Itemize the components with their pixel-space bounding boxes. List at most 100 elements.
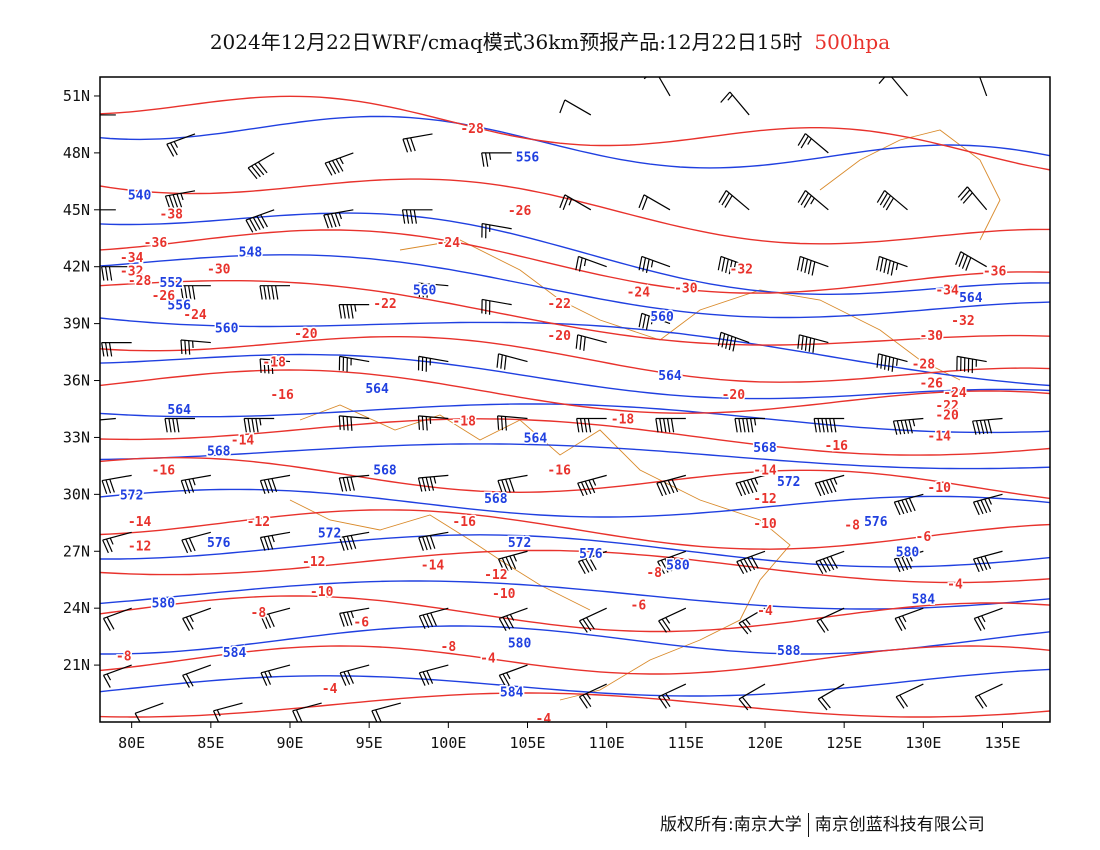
wind-barb-feather	[733, 261, 737, 269]
temperature-contour-label: -12	[128, 540, 151, 555]
wind-barb-feather	[421, 416, 424, 431]
wind-barb-feather	[501, 479, 507, 494]
wind-barb-feather	[743, 558, 752, 572]
wind-barb-staff	[979, 77, 988, 97]
wind-barb-feather	[891, 357, 895, 372]
wind-barb-staff	[102, 531, 132, 541]
wind-barb	[417, 474, 449, 492]
wind-barb-feather	[586, 693, 591, 700]
wind-barb-staff	[564, 194, 592, 211]
wind-barb-feather	[101, 342, 105, 357]
wind-barb-feather	[717, 256, 722, 271]
temperature-contour-label: -28	[912, 357, 936, 372]
lat-tick-label: 36N	[63, 372, 90, 390]
wind-barb-feather	[343, 671, 351, 685]
wind-barb-feather	[102, 618, 111, 631]
wind-barb-feather	[184, 340, 187, 355]
wind-barb-feather	[421, 477, 427, 492]
lon-tick-label: 100E	[430, 734, 466, 752]
wind-barb-feather	[800, 135, 809, 149]
wind-barb-feather	[245, 219, 254, 233]
wind-barb-feather	[972, 420, 977, 435]
wind-barb-feather	[887, 260, 891, 275]
wind-barb-feather	[739, 481, 747, 496]
wind-barb-feather	[134, 712, 141, 722]
wind-barb-feather	[901, 615, 907, 623]
wind-barb-feather	[264, 671, 272, 685]
wind-barb	[657, 550, 687, 575]
wind-barb-staff	[260, 358, 291, 363]
wind-barb	[738, 683, 766, 711]
height-contour-label: 572	[508, 536, 531, 551]
height-contour-label: 584	[500, 686, 524, 701]
wind-barb-staff	[817, 683, 845, 700]
wind-barb-feather	[660, 559, 669, 573]
wind-barb-feather	[422, 614, 430, 628]
wind-barb-feather	[263, 285, 267, 300]
wind-barb-feather	[401, 209, 406, 224]
wind-barb-feather	[901, 556, 909, 571]
wind-barb-staff	[799, 255, 829, 268]
wind-barb-feather	[164, 195, 171, 210]
wind-barb-staff	[894, 607, 924, 620]
wind-barb-feather	[188, 340, 191, 355]
lat-tick-label: 42N	[63, 258, 90, 276]
wind-barb-feather	[955, 251, 962, 265]
wind-barb-feather	[743, 480, 750, 495]
wind-barb	[979, 77, 988, 97]
wind-barb-feather	[897, 557, 905, 572]
lon-tick-label: 80E	[118, 734, 145, 752]
height-contour-label: 588	[777, 644, 801, 659]
wind-barb-feather	[346, 535, 353, 550]
temperature-contour-label: -18	[611, 412, 635, 427]
wind-barb	[972, 550, 1003, 573]
temperature-contour-label: -28	[128, 274, 152, 289]
wind-barb-feather	[825, 418, 829, 433]
temperature-contour-line	[100, 418, 1050, 456]
wind-barb-feather	[745, 618, 751, 626]
wind-barb-feather	[667, 479, 675, 494]
height-contour-label: 560	[413, 283, 437, 298]
wind-barb	[876, 255, 908, 276]
wind-barb-feather	[172, 418, 176, 433]
height-contour-label: 580	[152, 596, 176, 611]
wind-barb-feather	[180, 339, 183, 354]
wind-barb-staff	[878, 353, 908, 363]
wind-barb-feather	[818, 481, 826, 496]
wind-barb-staff	[656, 474, 686, 484]
height-contours	[100, 115, 1050, 697]
wind-barb-feather	[750, 478, 758, 493]
wind-barb-feather	[354, 304, 357, 312]
wind-barb	[245, 209, 275, 233]
lat-tick-label: 33N	[63, 428, 90, 446]
wind-barb-feather	[508, 478, 515, 492]
wind-barb	[638, 194, 671, 211]
lon-tick-label: 115E	[668, 734, 704, 752]
height-contour-label: 564	[658, 369, 682, 384]
wind-barb-feather	[417, 415, 421, 430]
wind-barb-feather	[878, 77, 886, 84]
wind-barb-feather	[661, 694, 671, 708]
wind-barb-staff	[166, 133, 196, 145]
wind-barb	[797, 190, 829, 211]
temperature-contour-label: -10	[492, 587, 516, 602]
wind-barb-feather	[259, 358, 262, 373]
wind-barb-feather	[642, 257, 647, 272]
height-contour-line	[100, 403, 1050, 434]
wind-barb	[658, 607, 687, 633]
wind-barb-feather	[339, 537, 345, 551]
wind-barb	[736, 550, 766, 575]
temperature-contours	[100, 95, 1050, 718]
wind-barb-feather	[579, 335, 583, 350]
wind-barb-feather	[822, 480, 829, 495]
wind-barb	[182, 664, 212, 688]
wind-barb-staff	[402, 133, 433, 140]
wind-barb-feather	[904, 419, 910, 434]
wind-barb-feather	[259, 285, 263, 300]
wind-barb-feather	[342, 304, 346, 319]
temperature-contour-label: -18	[262, 356, 286, 371]
wind-barb-feather	[896, 420, 902, 435]
lat-tick-label: 27N	[63, 542, 90, 560]
wind-barb-feather	[330, 213, 337, 228]
